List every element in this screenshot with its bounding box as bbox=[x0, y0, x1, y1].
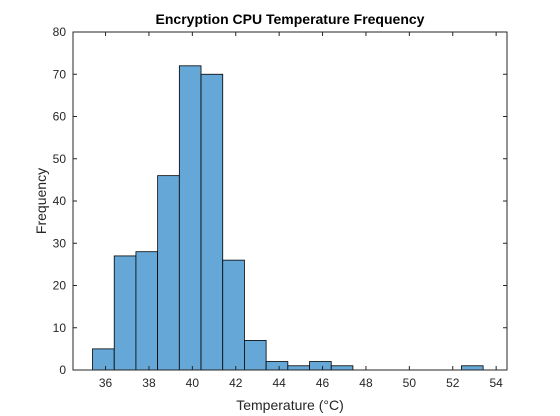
y-tick-label: 80 bbox=[53, 25, 67, 39]
y-axis-label: Frequency bbox=[33, 168, 49, 234]
y-tick-label: 30 bbox=[53, 236, 67, 250]
x-tick-label: 46 bbox=[316, 376, 330, 390]
histogram-bar bbox=[200, 73, 224, 371]
chart-title: Encryption CPU Temperature Frequency bbox=[156, 11, 425, 27]
histogram-bar bbox=[244, 340, 267, 371]
x-axis-label: Temperature (°C) bbox=[236, 397, 344, 413]
histogram-bar bbox=[222, 259, 245, 371]
histogram-bar bbox=[157, 175, 180, 371]
histogram-bar bbox=[287, 365, 310, 371]
histogram-bar bbox=[113, 255, 137, 371]
y-tick-label: 70 bbox=[53, 67, 67, 81]
x-tick-label: 42 bbox=[229, 376, 243, 390]
x-axis-ticks: 36 38 40 42 44 46 48 50 52 54 bbox=[99, 32, 503, 390]
x-tick-label: 54 bbox=[489, 376, 503, 390]
x-tick-label: 50 bbox=[403, 376, 417, 390]
x-tick-label: 38 bbox=[142, 376, 156, 390]
x-tick-label: 44 bbox=[272, 376, 286, 390]
x-tick-label: 36 bbox=[99, 376, 113, 390]
x-tick-label: 48 bbox=[359, 376, 373, 390]
histogram-bar bbox=[309, 361, 332, 371]
histogram-bar bbox=[135, 251, 159, 371]
histogram-bar bbox=[330, 365, 354, 371]
histogram-bar bbox=[92, 348, 115, 371]
y-tick-label: 20 bbox=[53, 279, 67, 293]
x-tick-label: 40 bbox=[186, 376, 200, 390]
y-tick-label: 40 bbox=[53, 194, 67, 208]
histogram-bar bbox=[178, 65, 202, 371]
y-tick-label: 0 bbox=[59, 363, 66, 377]
y-axis-ticks: 0 10 20 30 40 50 60 70 80 bbox=[53, 25, 507, 377]
y-tick-label: 60 bbox=[53, 110, 67, 124]
bars-group bbox=[92, 65, 484, 371]
histogram-bar bbox=[461, 365, 484, 371]
x-tick-label: 52 bbox=[446, 376, 460, 390]
histogram-bar bbox=[265, 361, 289, 371]
y-tick-label: 50 bbox=[53, 152, 67, 166]
y-tick-label: 10 bbox=[53, 321, 67, 335]
